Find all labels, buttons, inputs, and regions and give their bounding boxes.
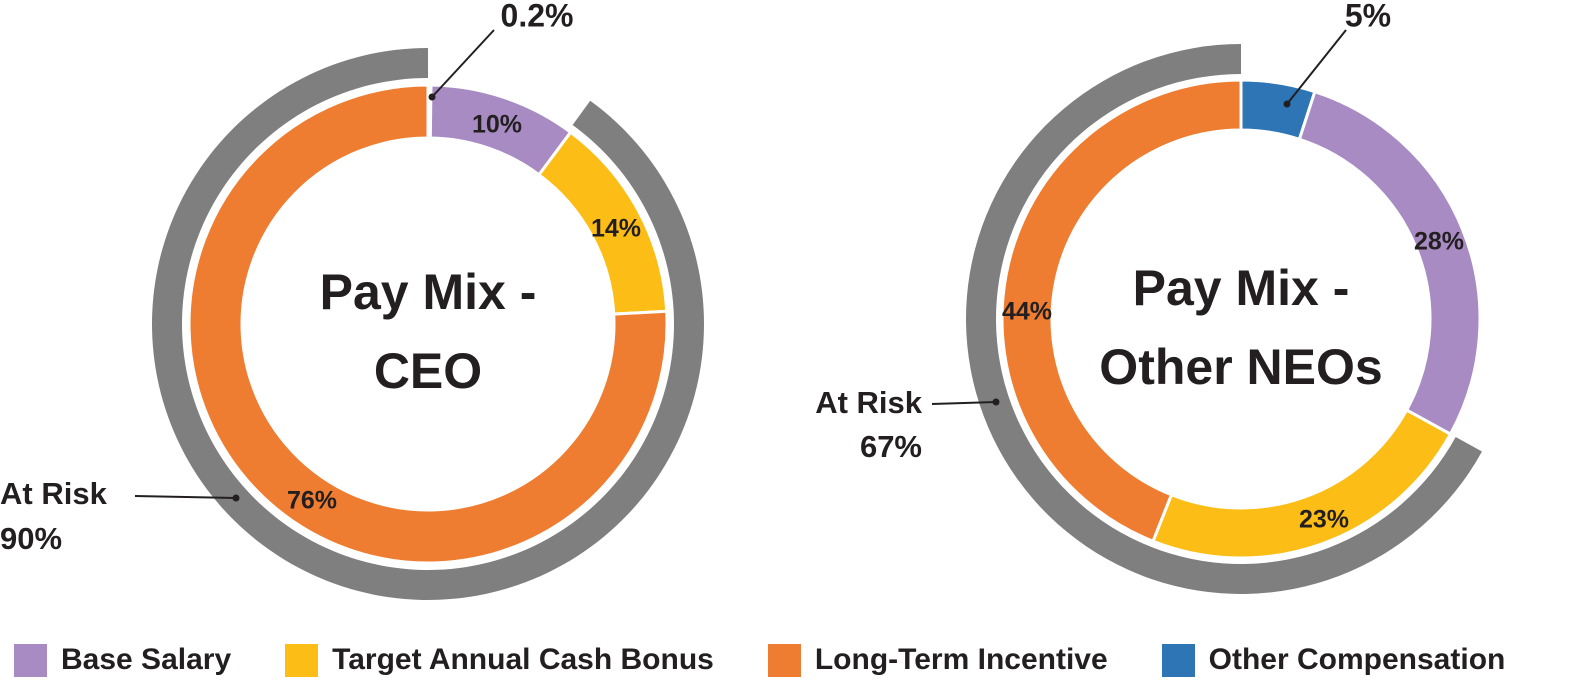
callout-line-other-compensation <box>1286 29 1347 105</box>
donut-slice-long-term <box>1000 78 1243 544</box>
legend-label-other-compensation: Other Compensation <box>1208 643 1506 676</box>
data-label-base-salary: 28% <box>1414 228 1464 256</box>
callout-dot-other-compensation <box>1283 100 1291 108</box>
at-risk-leader-dot <box>232 494 240 502</box>
data-label-long-term: 76% <box>287 487 337 515</box>
data-label-long-term: 44% <box>1002 298 1052 326</box>
data-label-target-bonus: 14% <box>591 215 641 243</box>
at-risk-leader-line <box>134 495 237 499</box>
legend-swatch-other-compensation <box>1161 643 1195 677</box>
at-risk-label: At Risk <box>0 476 108 511</box>
legend-item-target-bonus: Target Annual Cash Bonus <box>285 643 714 677</box>
at-risk-label: At Risk <box>815 385 923 420</box>
chart-title-ceo-line2: CEO <box>374 343 482 399</box>
data-label-other-compensation: 0.2% <box>501 0 574 33</box>
at-risk-leader-line <box>931 401 997 405</box>
donut-slice-long-term <box>187 83 669 565</box>
legend-item-long-term-incentive: Long-Term Incentive <box>767 643 1108 677</box>
callout-dot-other-compensation <box>428 93 436 101</box>
legend-swatch-target-bonus <box>285 643 319 677</box>
donut-chart-other-neos: 28% 23% 44% 5% At Risk 67% Pay Mix - Other NEOs <box>815 0 1482 594</box>
data-label-base-salary: 10% <box>472 111 522 139</box>
legend-item-base-salary: Base Salary <box>14 643 231 677</box>
legend-swatch-long-term-incentive <box>767 643 801 677</box>
data-label-other-compensation: 5% <box>1345 0 1391 33</box>
chart-title-neo-line1: Pay Mix - <box>1133 260 1350 316</box>
at-risk-leader-dot <box>992 398 1000 406</box>
chart-title-neo-line2: Other NEOs <box>1099 339 1382 395</box>
legend-item-other-compensation: Other Compensation <box>1161 643 1506 677</box>
callout-line-other-compensation <box>431 29 495 98</box>
donut-chart-ceo: 10% 14% 76% 0.2% At Risk 90% Pay Mix - CEO <box>0 0 705 600</box>
at-risk-value: 67% <box>860 429 922 464</box>
legend-label-base-salary: Base Salary <box>61 643 232 676</box>
legend-label-long-term-incentive: Long-Term Incentive <box>814 643 1108 676</box>
data-label-target-bonus: 23% <box>1299 506 1349 534</box>
legend-swatch-base-salary <box>14 643 47 677</box>
legend: Base Salary Target Annual Cash Bonus Lon… <box>14 640 1505 680</box>
at-risk-value: 90% <box>0 521 62 556</box>
chart-title-ceo-line1: Pay Mix - <box>320 264 537 320</box>
legend-label-target-bonus: Target Annual Cash Bonus <box>332 643 714 676</box>
